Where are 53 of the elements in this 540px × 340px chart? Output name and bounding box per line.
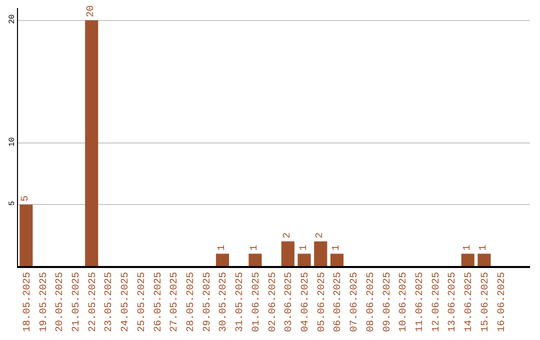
x-tick-label: 31.05.2025 bbox=[235, 272, 246, 332]
y-tick-label: 10 bbox=[8, 136, 17, 147]
x-tick-label: 29.05.2025 bbox=[202, 272, 214, 332]
x-tick-label: 14.06.2025 bbox=[464, 272, 476, 332]
data-label: 1 bbox=[216, 244, 228, 251]
x-tick-label: 24.05.2025 bbox=[120, 272, 132, 332]
data-label: 2 bbox=[282, 232, 294, 238]
x-tick-label: 16.06.2025 bbox=[496, 272, 508, 332]
x-tick-label: 23.05.2025 bbox=[104, 272, 116, 332]
x-tick-label: 09.06.2025 bbox=[382, 272, 394, 332]
bar bbox=[20, 204, 33, 266]
x-tick-label: 26.05.2025 bbox=[153, 272, 164, 332]
x-tick-label: 28.05.2025 bbox=[186, 272, 198, 332]
y-tick-label: 5 bbox=[8, 200, 17, 206]
data-label: 5 bbox=[20, 196, 32, 202]
x-tick-label: 27.05.2025 bbox=[170, 272, 181, 332]
x-tick-label: 06.06.2025 bbox=[333, 272, 344, 332]
x-tick-label: 30.05.2025 bbox=[218, 272, 230, 332]
x-tick-label: 15.06.2025 bbox=[480, 272, 492, 332]
data-label: 1 bbox=[462, 244, 474, 251]
bar bbox=[85, 20, 98, 266]
x-tick-label: 10.06.2025 bbox=[398, 272, 410, 332]
x-tick-label: 18.05.2025 bbox=[22, 272, 34, 332]
data-label: 1 bbox=[478, 244, 490, 251]
bar bbox=[216, 254, 230, 266]
x-tick-label: 11.06.2025 bbox=[415, 272, 426, 332]
y-tick-label: 20 bbox=[8, 14, 17, 24]
bar bbox=[248, 254, 262, 266]
x-tick-label: 19.05.2025 bbox=[38, 272, 50, 332]
x-tick-label: 20.05.2025 bbox=[55, 272, 66, 332]
x-tick-label: 02.06.2025 bbox=[268, 272, 279, 332]
bar bbox=[330, 254, 344, 266]
data-label: 1 bbox=[298, 244, 310, 251]
bar bbox=[478, 254, 491, 266]
x-tick-label: 25.05.2025 bbox=[136, 272, 148, 332]
data-label: 1 bbox=[250, 244, 261, 251]
bar bbox=[314, 241, 328, 266]
x-tick-label: 22.05.2025 bbox=[88, 272, 99, 332]
x-tick-label: 12.06.2025 bbox=[431, 272, 442, 332]
bar bbox=[281, 241, 294, 266]
data-label: 20 bbox=[86, 5, 98, 18]
x-tick-label: 08.06.2025 bbox=[366, 272, 377, 332]
x-tick-label: 13.06.2025 bbox=[448, 272, 459, 332]
x-tick-label: 05.06.2025 bbox=[316, 272, 328, 332]
x-tick-label: 01.06.2025 bbox=[251, 272, 262, 332]
x-tick-label: 03.06.2025 bbox=[284, 272, 296, 332]
bar bbox=[298, 254, 311, 266]
x-tick-label: 21.05.2025 bbox=[72, 272, 82, 332]
data-label: 2 bbox=[315, 232, 326, 238]
data-label: 1 bbox=[331, 244, 342, 251]
x-tick-label: 04.06.2025 bbox=[300, 272, 312, 332]
x-tick-label: 07.06.2025 bbox=[350, 272, 361, 332]
bar bbox=[461, 254, 474, 266]
